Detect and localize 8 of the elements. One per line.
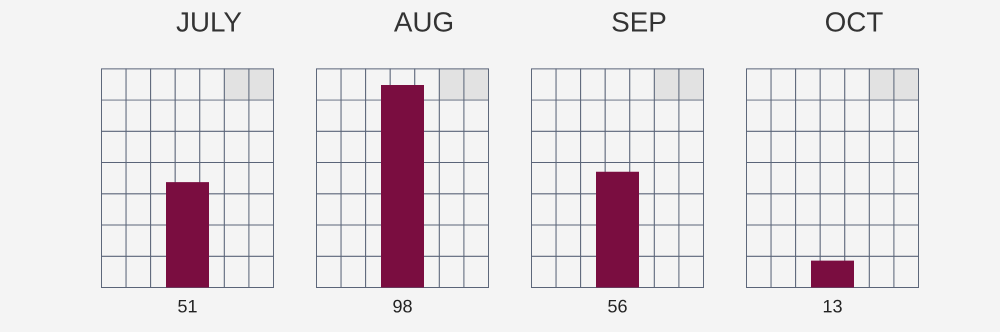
x-tick-label: SEP <box>612 12 666 32</box>
data-label: 13 <box>824 300 842 313</box>
data-label: 51 <box>178 300 197 313</box>
x-tick-label: OCT <box>826 12 883 32</box>
x-tick-label: JULY <box>176 12 242 32</box>
x-tick-label: AUG <box>394 12 452 32</box>
data-label: 98 <box>393 300 412 313</box>
data-label: 56 <box>608 300 627 313</box>
